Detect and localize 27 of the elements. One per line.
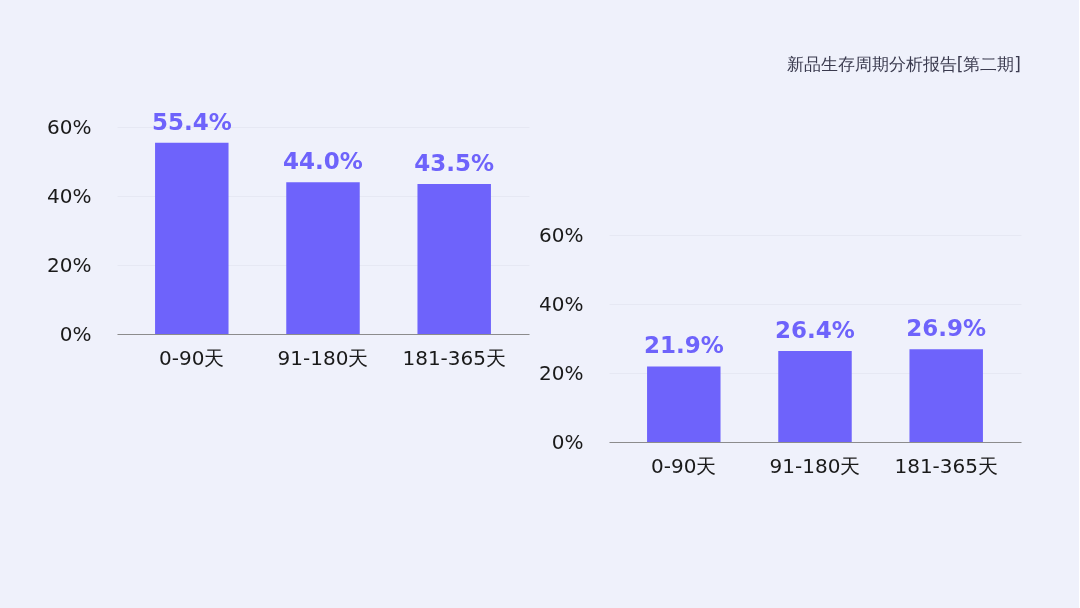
x-tick-label: 181-365天	[402, 345, 506, 370]
bar	[286, 182, 360, 334]
data-label: 55.4%	[151, 108, 232, 135]
data-label: 26.4%	[775, 316, 855, 343]
y-tick-label: 40%	[539, 291, 584, 316]
x-tick-label: 91-180天	[769, 453, 861, 478]
x-tick-label: 91-180天	[277, 345, 369, 370]
data-label: 26.9%	[906, 315, 987, 342]
y-tick-label: 40%	[47, 183, 92, 208]
bar	[647, 366, 721, 442]
data-label: 44.0%	[283, 148, 363, 175]
y-tick-label: 0%	[59, 321, 92, 346]
y-tick-label: 0%	[551, 429, 584, 454]
y-tick-label: 20%	[47, 252, 92, 277]
bar	[778, 350, 852, 442]
data-label: 43.5%	[414, 149, 495, 176]
x-tick-label: 0-90天	[651, 453, 717, 478]
bar	[909, 349, 983, 442]
y-tick-label: 60%	[539, 222, 584, 247]
bar	[417, 183, 491, 334]
y-tick-label: 60%	[47, 114, 92, 139]
x-tick-label: 181-365天	[894, 453, 998, 478]
y-tick-label: 20%	[539, 360, 584, 385]
bar	[155, 142, 229, 334]
chart-title: 新品生存周期分析报告[第二期]	[786, 53, 1021, 74]
x-tick-label: 0-90天	[159, 345, 225, 370]
data-label: 21.9%	[643, 332, 724, 359]
